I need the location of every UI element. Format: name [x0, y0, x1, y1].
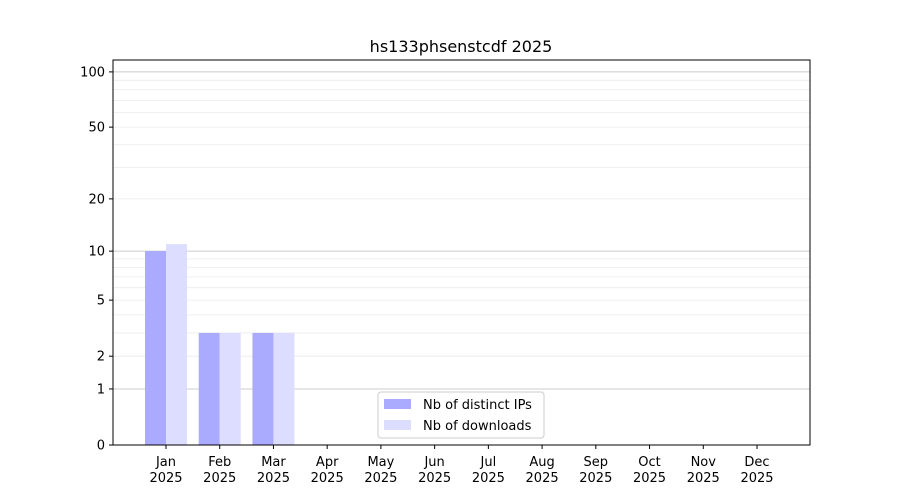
x-tick-label: Sep [584, 455, 609, 470]
legend-swatch-downloads [384, 420, 411, 430]
legend-frame [377, 391, 545, 439]
x-tick-label: 2025 [740, 471, 773, 486]
y-tick-label: 2 [97, 350, 105, 365]
bar-ips [198, 332, 220, 445]
bar-downloads [219, 332, 241, 445]
y-tick-label: 0 [97, 439, 105, 454]
legend: Nb of distinct IPs Nb of downloads [377, 391, 545, 439]
bar-downloads [166, 244, 187, 445]
x-tick-label: Aug [529, 455, 554, 470]
x-tick-label: Apr [316, 455, 339, 470]
x-axis: Jan2025Feb2025Mar2025Apr2025May2025Jun20… [149, 445, 774, 486]
bar-downloads [273, 332, 295, 445]
x-tick-label: 2025 [526, 471, 559, 486]
x-tick-label: Mar [261, 455, 286, 470]
x-tick-label: Jan [155, 455, 176, 470]
y-tick-label: 100 [80, 65, 105, 80]
y-tick-label: 5 [97, 294, 105, 309]
bar-ips [145, 251, 166, 445]
x-tick-label: 2025 [149, 471, 182, 486]
x-tick-label: Jul [480, 455, 497, 470]
legend-swatch-ips [384, 399, 411, 409]
x-tick-label: 2025 [633, 471, 666, 486]
legend-label-ips: Nb of distinct IPs [423, 398, 532, 413]
x-tick-label: 2025 [257, 471, 290, 486]
x-tick-label: Jun [423, 455, 444, 470]
x-tick-label: 2025 [579, 471, 612, 486]
y-axis: 0 1 2 5 10 20 50 100 [80, 65, 113, 454]
x-tick-label: 2025 [311, 471, 344, 486]
legend-label-downloads: Nb of downloads [423, 419, 532, 434]
x-tick-label: Nov [691, 455, 717, 470]
x-tick-label: Dec [744, 455, 769, 470]
x-tick-label: 2025 [687, 471, 720, 486]
plot-frame [112, 59, 811, 446]
y-tick-label: 10 [88, 245, 105, 260]
x-tick-label: Oct [638, 455, 660, 470]
x-tick-label: May [367, 455, 394, 470]
bars [145, 244, 295, 445]
y-tick-label: 50 [88, 121, 105, 136]
chart-title: hs133phsenstcdf 2025 [370, 37, 553, 56]
y-tick-label: 20 [88, 192, 105, 207]
y-tick-label: 1 [97, 382, 105, 397]
x-tick-label: 2025 [203, 471, 236, 486]
x-tick-label: 2025 [364, 471, 397, 486]
x-tick-label: Feb [208, 455, 231, 470]
grid [113, 71, 810, 390]
x-tick-label: 2025 [472, 471, 505, 486]
x-tick-label: 2025 [418, 471, 451, 486]
bar-ips [252, 332, 274, 445]
